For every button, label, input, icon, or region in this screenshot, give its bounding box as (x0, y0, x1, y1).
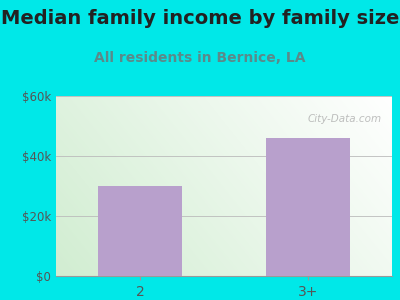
Bar (266, 138, 350, 276)
Bar (98, 186, 182, 276)
Text: City-Data.com: City-Data.com (308, 114, 382, 124)
Text: Median family income by family size: Median family income by family size (1, 9, 399, 28)
Text: All residents in Bernice, LA: All residents in Bernice, LA (94, 51, 306, 65)
